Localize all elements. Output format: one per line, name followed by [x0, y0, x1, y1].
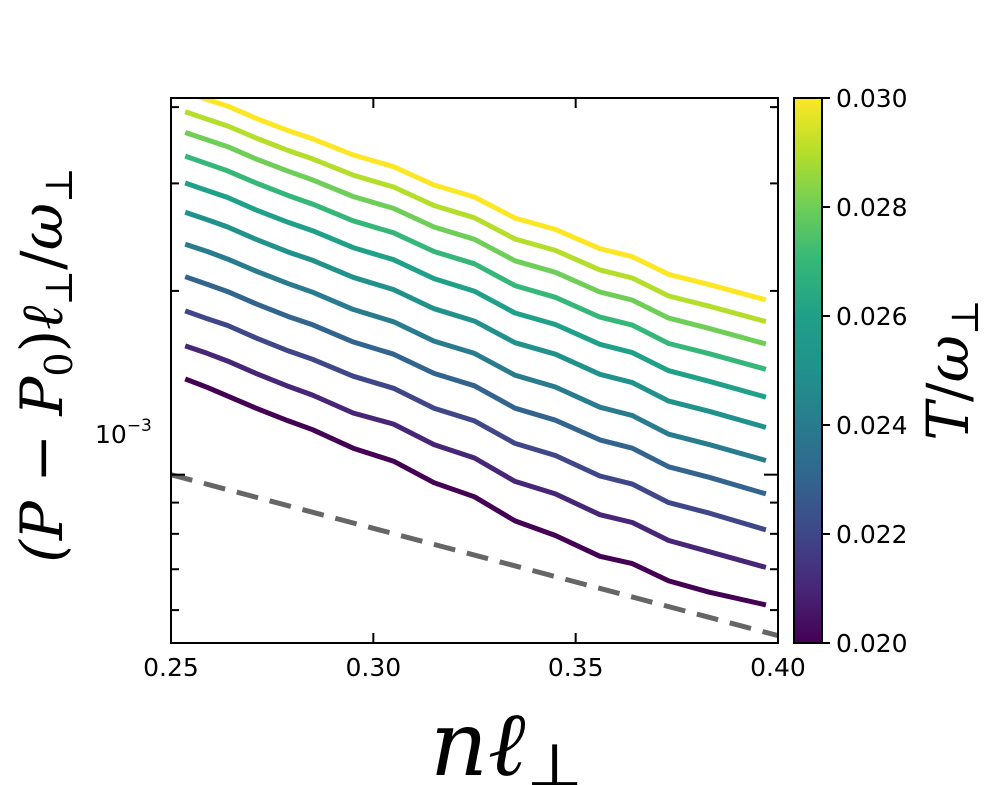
colorbar [793, 97, 823, 644]
series-line-T-0.023 [184, 274, 767, 497]
colorbar-tick-label: 0.030 [836, 84, 908, 113]
x-tick-label: 0.40 [750, 653, 806, 682]
series-line-T-0.029 [184, 109, 767, 325]
series-line-T-0.026 [184, 180, 767, 400]
colorbar-ticks: 0.020 0.022 0.024 0.026 0.028 0.030 [822, 84, 908, 658]
y-axis-label: (P − P0)ℓ⊥/ω⊥ [8, 167, 81, 563]
series-lines [184, 98, 767, 608]
series-line-T-0.022 [184, 308, 767, 533]
series-line-T-0.028 [184, 130, 767, 347]
x-tick-label: 0.25 [143, 653, 199, 682]
series-line-T-0.020 [184, 376, 767, 608]
colorbar-tick-label: 0.024 [836, 411, 908, 440]
series-line-T-0.027 [184, 153, 767, 372]
x-tick-label: 0.30 [345, 653, 401, 682]
series-line-T-0.025 [184, 209, 767, 430]
reference-dashed-line [171, 472, 778, 639]
plot-area [171, 98, 778, 639]
colorbar-label: T/ω⊥ [914, 299, 987, 440]
y-tick-label-1e-3: 10−3 [95, 416, 152, 449]
colorbar-tick-label: 0.028 [836, 193, 908, 222]
series-line-T-0.024 [184, 241, 767, 463]
plot-frame [170, 97, 779, 644]
x-tick-label: 0.35 [548, 653, 604, 682]
colorbar-tick-label: 0.022 [836, 520, 908, 549]
colorbar-tick-label: 0.020 [836, 629, 908, 658]
series-line-T-0.030 [194, 98, 767, 303]
x-axis-ticks: 0.25 0.30 0.35 0.40 [143, 98, 806, 682]
x-axis-label: nℓ⊥ [430, 692, 584, 785]
y-axis-ticks [171, 106, 778, 612]
series-line-T-0.021 [184, 343, 767, 570]
colorbar-tick-label: 0.026 [836, 302, 908, 331]
